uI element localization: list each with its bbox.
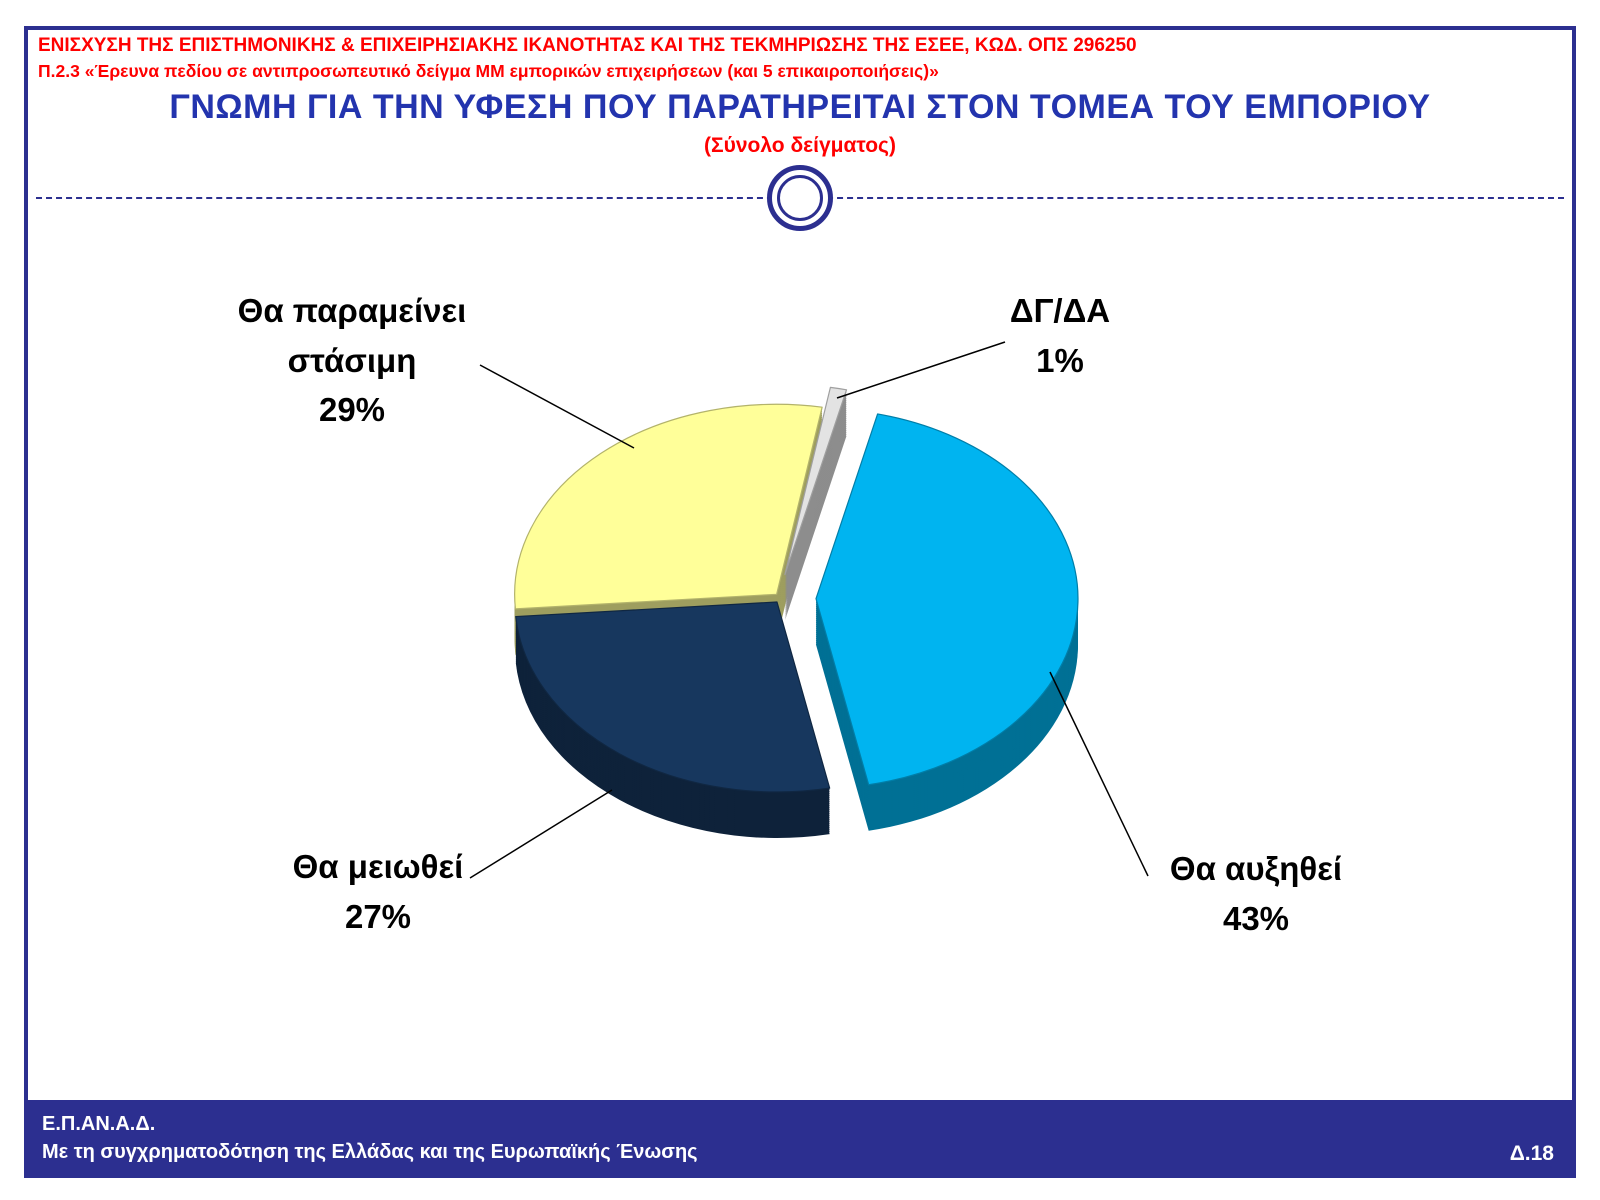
circle-emblem [767, 165, 833, 231]
pie-slice-side-0 [784, 393, 847, 581]
footer-page-number: Δ.18 [1509, 1142, 1554, 1165]
circle-emblem-inner-ring [777, 175, 823, 221]
pie-slice-side-0 [784, 433, 847, 621]
project-header-line2: Π.2.3 «Έρευνα πεδίου σε αντιπροσωπευτικό… [38, 61, 939, 81]
pie-slice-top-2 [515, 601, 831, 793]
callout-increase: Θα αυξηθεί 43% [1106, 844, 1406, 943]
slide-subtitle: (Σύνολο δείγματος) [704, 134, 896, 157]
pie-slice-side-0 [784, 409, 847, 597]
callout-dk-da: ΔΓ/ΔΑ 1% [955, 286, 1165, 385]
pie-slice-side-0 [784, 425, 847, 613]
pie-slice-side-0 [784, 415, 847, 603]
pie-slice-top-0 [784, 386, 848, 576]
slide-frame: ΕΝΙΣΧΥΣΗ ΤΗΣ ΕΠΙΣΤΗΜΟΝΙΚΗΣ & ΕΠΙΧΕΙΡΗΣΙΑ… [24, 26, 1576, 1178]
project-header-line1: ΕΝΙΣΧΥΣΗ ΤΗΣ ΕΠΙΣΤΗΜΟΝΙΚΗΣ & ΕΠΙΧΕΙΡΗΣΙΑ… [38, 35, 1137, 56]
leader-line-3 [1049, 671, 1149, 877]
pie-slice-side-0 [784, 391, 847, 579]
footer-bar: Ε.Π.ΑΝ.Α.Δ. Με τη συγχρηματοδότηση της Ε… [28, 1100, 1572, 1174]
callout-stable: Θα παραμείνει στάσιμη 29% [187, 286, 517, 435]
pie-slice-side-0 [784, 431, 847, 619]
callout-stable-value: 29% [318, 391, 386, 428]
slide-title: ΓΝΩΜΗ ΓΙΑ ΤΗΝ ΥΦΕΣΗ ΠΟΥ ΠΑΡΑΤΗΡΕΙΤΑΙ ΣΤΟ… [169, 88, 1431, 126]
callout-decrease: Θα μειωθεί 27% [228, 842, 528, 941]
pie-slice-side-0 [784, 417, 847, 605]
callout-decrease-value: 27% [344, 897, 412, 935]
pie-slice-side-0 [784, 421, 847, 609]
pie-slice-side-0 [784, 419, 847, 607]
pie-chart-area: Θα παραμείνει στάσιμη 29% ΔΓ/ΔΑ 1% Θα με… [28, 230, 1572, 1102]
callout-stable-label: Θα παραμείνει στάσιμη [237, 292, 467, 379]
pie-slice-side-0 [784, 429, 847, 617]
pie-slice-side-0 [784, 411, 847, 599]
callout-increase-label: Θα αυξηθεί [1169, 850, 1343, 887]
leader-line-0 [479, 364, 635, 449]
pie-slice-side-0 [784, 395, 847, 583]
leader-line-1 [836, 341, 1006, 399]
leader-line-2 [469, 789, 613, 879]
callout-dk-da-label: ΔΓ/ΔΑ [1009, 292, 1111, 329]
footer-program-name: Ε.Π.ΑΝ.Α.Δ. [42, 1113, 156, 1135]
pie-slice-side-0 [784, 423, 847, 611]
callout-increase-value: 43% [1222, 899, 1290, 937]
pie-slice-side-0 [784, 427, 847, 615]
pie-slice-side-0 [784, 401, 847, 589]
footer-left-block: Ε.Π.ΑΝ.Α.Δ. Με τη συγχρηματοδότηση της Ε… [42, 1110, 698, 1166]
pie-svg [469, 341, 1149, 879]
pie-slice-side-0 [784, 397, 847, 585]
pie-slice-side-0 [784, 407, 847, 595]
pie-slice-side-0 [784, 405, 847, 593]
pie-slice-side-0 [784, 399, 847, 587]
pie-slice-side-0 [784, 413, 847, 601]
pie-slice-side-0 [784, 403, 847, 591]
callout-dk-da-value: 1% [1036, 341, 1084, 379]
callout-decrease-label: Θα μειωθεί [292, 848, 464, 885]
pie-slice-top-3 [514, 403, 823, 610]
pie-slice-top-1 [815, 413, 1079, 786]
footer-cofinancing-text: Με τη συγχρηματοδότηση της Ελλάδας και τ… [42, 1141, 698, 1163]
